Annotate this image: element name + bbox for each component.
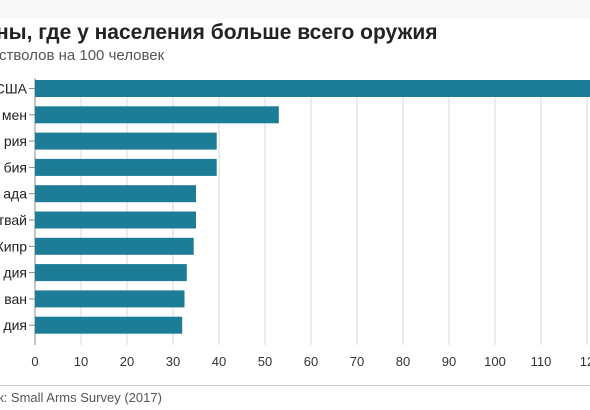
bar bbox=[35, 264, 187, 282]
x-axis-ticks: 0 10 20 30 40 50 60 70 80 90 100 110 12 bbox=[31, 354, 590, 369]
category-label: мен bbox=[2, 107, 27, 123]
category-label: рия bbox=[4, 133, 27, 149]
source-divider bbox=[0, 385, 590, 386]
bars bbox=[35, 80, 590, 334]
bar bbox=[35, 106, 279, 124]
x-tick-label: 30 bbox=[166, 354, 180, 369]
category-label: ада bbox=[3, 186, 27, 202]
bar bbox=[35, 158, 217, 176]
x-tick-label: 0 bbox=[31, 354, 38, 369]
x-tick-label: 10 bbox=[74, 354, 88, 369]
source-note: к: Small Arms Survey (2017) bbox=[0, 390, 162, 405]
category-label: дия bbox=[3, 265, 27, 281]
category-label: бия bbox=[4, 159, 27, 175]
x-tick-label: 12 bbox=[580, 354, 590, 369]
chart-title: ны, где у населения больше всего оружия bbox=[0, 21, 438, 44]
x-tick-label: 90 bbox=[442, 354, 456, 369]
x-tick-label: 80 bbox=[396, 354, 410, 369]
category-label: твай bbox=[0, 212, 27, 228]
x-tick-label: 40 bbox=[212, 354, 226, 369]
bar bbox=[35, 132, 217, 150]
x-tick-label: 60 bbox=[304, 354, 318, 369]
bar bbox=[35, 211, 196, 229]
category-labels: США мен рия бия ада твай Кипр дия ван дия bbox=[0, 81, 35, 333]
category-label: ван bbox=[4, 291, 27, 307]
category-label: США bbox=[0, 81, 28, 97]
bar bbox=[35, 185, 196, 203]
x-tick-label: 110 bbox=[531, 354, 552, 369]
x-tick-label: 20 bbox=[120, 354, 134, 369]
bar bbox=[35, 290, 185, 308]
top-strip bbox=[0, 0, 590, 19]
category-label: дия bbox=[3, 317, 27, 333]
bar bbox=[35, 237, 194, 255]
chart-subtitle: стволов на 100 человек bbox=[0, 47, 165, 64]
bar bbox=[35, 316, 183, 334]
x-tick-label: 50 bbox=[258, 354, 272, 369]
x-tick-label: 70 bbox=[350, 354, 364, 369]
bar bbox=[35, 80, 590, 97]
gridlines bbox=[34, 78, 588, 345]
x-tick-label: 100 bbox=[484, 354, 506, 369]
category-label: Кипр bbox=[0, 238, 27, 254]
